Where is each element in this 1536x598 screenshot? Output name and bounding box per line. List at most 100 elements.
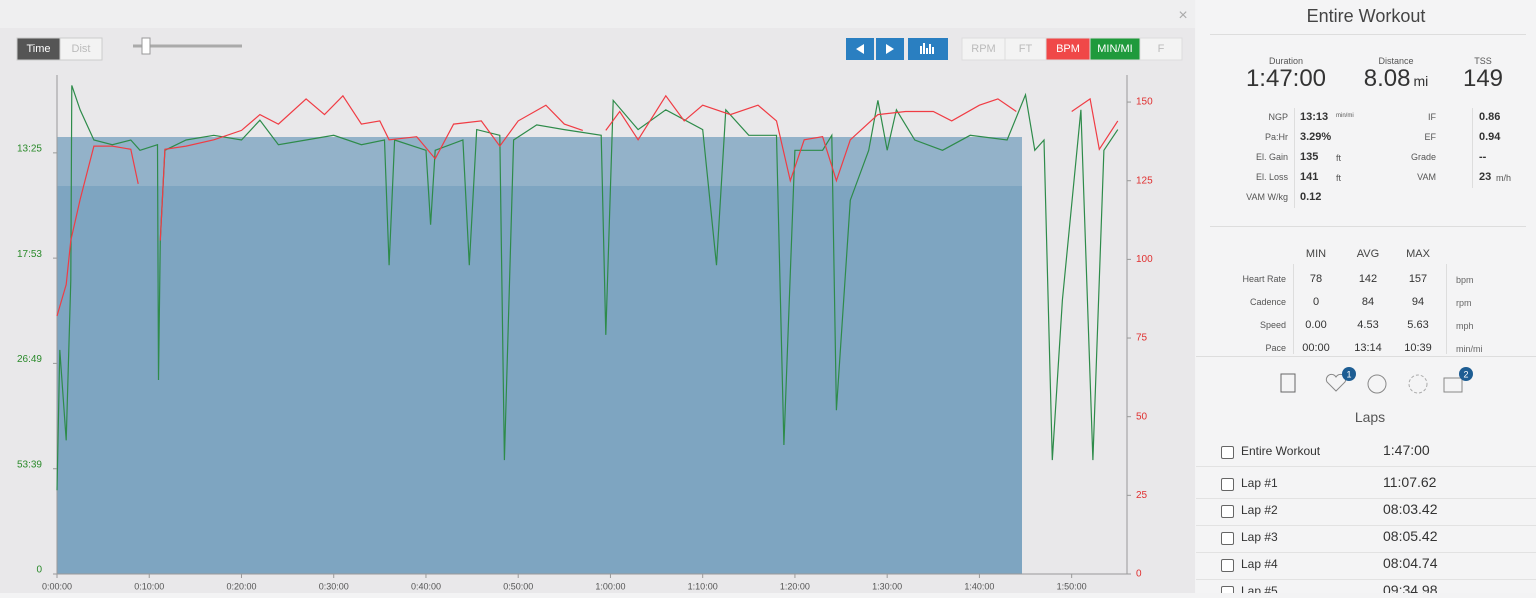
detail-label: El. Gain — [1255, 152, 1288, 162]
nav-buttons[interactable] — [846, 38, 948, 60]
x-tick-label: 1:40:00 — [964, 581, 994, 591]
detail-label: VAM — [1417, 172, 1436, 182]
slider[interactable] — [133, 37, 242, 55]
minmax-value: 00:00 — [1302, 342, 1330, 354]
sidebar: Entire Workout Duration 1:47:00 Distance 8.0… — [1196, 0, 1536, 593]
lap-time: 08:05.42 — [1383, 528, 1438, 544]
checkbox[interactable] — [1221, 532, 1234, 545]
channel-button-label: F — [1158, 43, 1165, 55]
channel-button-label: RPM — [971, 43, 995, 55]
minmax-unit: min/mi — [1456, 344, 1483, 354]
lap-name: Entire Workout — [1241, 444, 1321, 458]
detail-unit: m/h — [1496, 173, 1512, 183]
title-bar — [0, 0, 1195, 28]
x-tick-label: 1:10:00 — [688, 581, 718, 591]
detail-value: 0.12 — [1300, 191, 1322, 203]
minmax-value: 78 — [1309, 273, 1323, 285]
detail-label: NGP — [1268, 112, 1288, 122]
detail-label: IF — [1428, 112, 1436, 122]
detail-unit: ft — [1336, 173, 1342, 183]
detail-label: El. Loss — [1255, 172, 1288, 182]
col-divider — [1293, 264, 1294, 354]
series-line — [1071, 97, 1119, 151]
detail-unit: ft — [1336, 153, 1342, 163]
minmax-label: Pace — [1265, 343, 1286, 353]
metric-value-text: 8.08 — [1363, 65, 1411, 92]
x-tick-label: 1:00:00 — [595, 581, 625, 591]
mode-button-label: Time — [26, 43, 50, 55]
lap-time: 09:34.98 — [1383, 582, 1438, 593]
badge — [1459, 367, 1473, 381]
x-tick-label: 1:20:00 — [780, 581, 810, 591]
lap-name: Lap #5 — [1241, 584, 1278, 593]
channel-button-label: FT — [1019, 43, 1033, 55]
lap-divider — [1196, 466, 1536, 467]
detail-value: 0.94 — [1479, 131, 1501, 143]
minmax-unit: rpm — [1456, 298, 1472, 308]
icon-notes — [1280, 373, 1296, 393]
y-tick-label: 13:25 — [17, 144, 42, 155]
x-tick-label: 0:50:00 — [503, 581, 533, 591]
badge-label: 1 — [1346, 369, 1351, 379]
x-tick-label: 1:50:00 — [1057, 581, 1087, 591]
minmax-header: AVG — [1356, 248, 1380, 260]
detail-value: 141 — [1300, 171, 1319, 183]
x-tick-label: 1:30:00 — [872, 581, 902, 591]
detail-value: 13:13 — [1300, 111, 1329, 123]
channel-button-label: MIN/MI — [1097, 43, 1132, 55]
divider — [1210, 34, 1526, 35]
detail-divider — [1294, 108, 1295, 208]
detail-value: 135 — [1300, 151, 1319, 163]
divider — [1196, 356, 1536, 357]
minmax-label: Cadence — [1249, 297, 1286, 307]
lap-name: Lap #4 — [1241, 557, 1278, 571]
icon-clock — [1367, 374, 1387, 394]
detail-label: EF — [1424, 132, 1436, 142]
checkbox[interactable] — [1221, 559, 1234, 572]
checkbox[interactable] — [1221, 478, 1234, 491]
x-tick-label: 0:10:00 — [134, 581, 164, 591]
metric-value-text: 1:47:00 — [1245, 65, 1327, 92]
y-tick-label: 17:53 — [17, 249, 42, 260]
detail-value: -- — [1479, 151, 1487, 163]
y2-tick-label: 25 — [1136, 490, 1148, 501]
chart: × Time Dist RPM FT BPM MIN/MI F 0:00:00 0:10:00 0… — [0, 0, 1195, 592]
minmax-value: 13:14 — [1354, 342, 1382, 354]
checkbox[interactable] — [1221, 586, 1234, 593]
icon-lap — [1408, 374, 1428, 394]
badge — [1342, 367, 1356, 381]
lap-area-dark — [57, 186, 1022, 574]
y-tick-label: 26:49 — [17, 354, 42, 365]
close-icon[interactable]: × — [1178, 7, 1187, 24]
metric-value: 8.08 mi — [1336, 65, 1456, 93]
series-line — [56, 145, 139, 317]
series-line — [605, 94, 1017, 183]
detail-label: VAM W/kg — [1246, 192, 1288, 202]
y2-tick-label: 125 — [1136, 175, 1153, 186]
chart-panel: × Time Dist RPM FT BPM MIN/MI F 0:00:00 0:10:00 0… — [0, 0, 1195, 593]
mode-button[interactable] — [59, 37, 103, 61]
channel-button-label: BPM — [1056, 43, 1080, 55]
minmax-label: Speed — [1259, 320, 1286, 330]
metric-value: 149 — [1438, 65, 1528, 93]
minmax-value: 10:39 — [1404, 342, 1432, 354]
y2-tick-label: 50 — [1136, 411, 1148, 422]
checkbox[interactable] — [1221, 446, 1234, 459]
y2-tick-label: 75 — [1136, 333, 1148, 344]
icon-ruler — [1443, 377, 1463, 393]
channel-button[interactable] — [1139, 37, 1183, 61]
y-tick-label: 0 — [36, 565, 42, 576]
x-tick-label: 0:40:00 — [411, 581, 441, 591]
series-line — [56, 85, 1119, 491]
detail-label: Grade — [1410, 152, 1436, 162]
detail-value: 0.86 — [1479, 111, 1501, 123]
minmax-header: MIN — [1305, 248, 1327, 260]
checkbox[interactable] — [1221, 505, 1234, 518]
minmax-unit: bpm — [1456, 275, 1474, 285]
lap-divider — [1196, 579, 1536, 580]
metric-label: Duration — [1268, 56, 1304, 66]
series-line — [159, 94, 583, 241]
detail-value: 23 — [1479, 171, 1492, 183]
y-tick-label: 53:39 — [17, 459, 42, 470]
